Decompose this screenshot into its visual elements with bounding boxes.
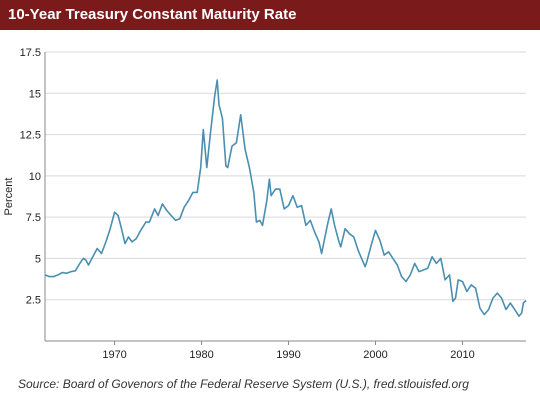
y-tick-label: 2.5 xyxy=(26,295,41,307)
y-tick-label: 12.5 xyxy=(20,130,41,142)
x-tick-label: 2010 xyxy=(450,349,474,361)
y-tick-label: 5 xyxy=(35,253,41,265)
x-tick-label: 1990 xyxy=(276,349,300,361)
y-tick-label: 17.5 xyxy=(20,47,41,59)
line-chart: 2.5 5 7.5 10 12.5 15 17.5 1970 1980 1990 2000 2010… xyxy=(3,47,527,361)
y-axis-label: Percent xyxy=(3,178,15,216)
chart-title: 10-Year Treasury Constant Maturity Rate xyxy=(0,0,540,30)
x-tick-labels: 1970 1980 1990 2000 2010 xyxy=(102,349,474,361)
grid-lines xyxy=(45,51,526,301)
x-tick-label: 1970 xyxy=(102,349,126,361)
y-tick-label: 7.5 xyxy=(26,212,41,224)
series-line-10yr-treasury xyxy=(44,79,527,317)
y-tick-labels: 2.5 5 7.5 10 12.5 15 17.5 xyxy=(20,47,41,307)
y-tick-label: 15 xyxy=(29,88,41,100)
axes xyxy=(44,52,526,345)
y-tick-label: 10 xyxy=(29,171,41,183)
source-note: Source: Board of Govenors of the Federal… xyxy=(18,377,469,391)
x-tick-label: 2000 xyxy=(363,349,387,361)
x-tick-label: 1980 xyxy=(189,349,213,361)
